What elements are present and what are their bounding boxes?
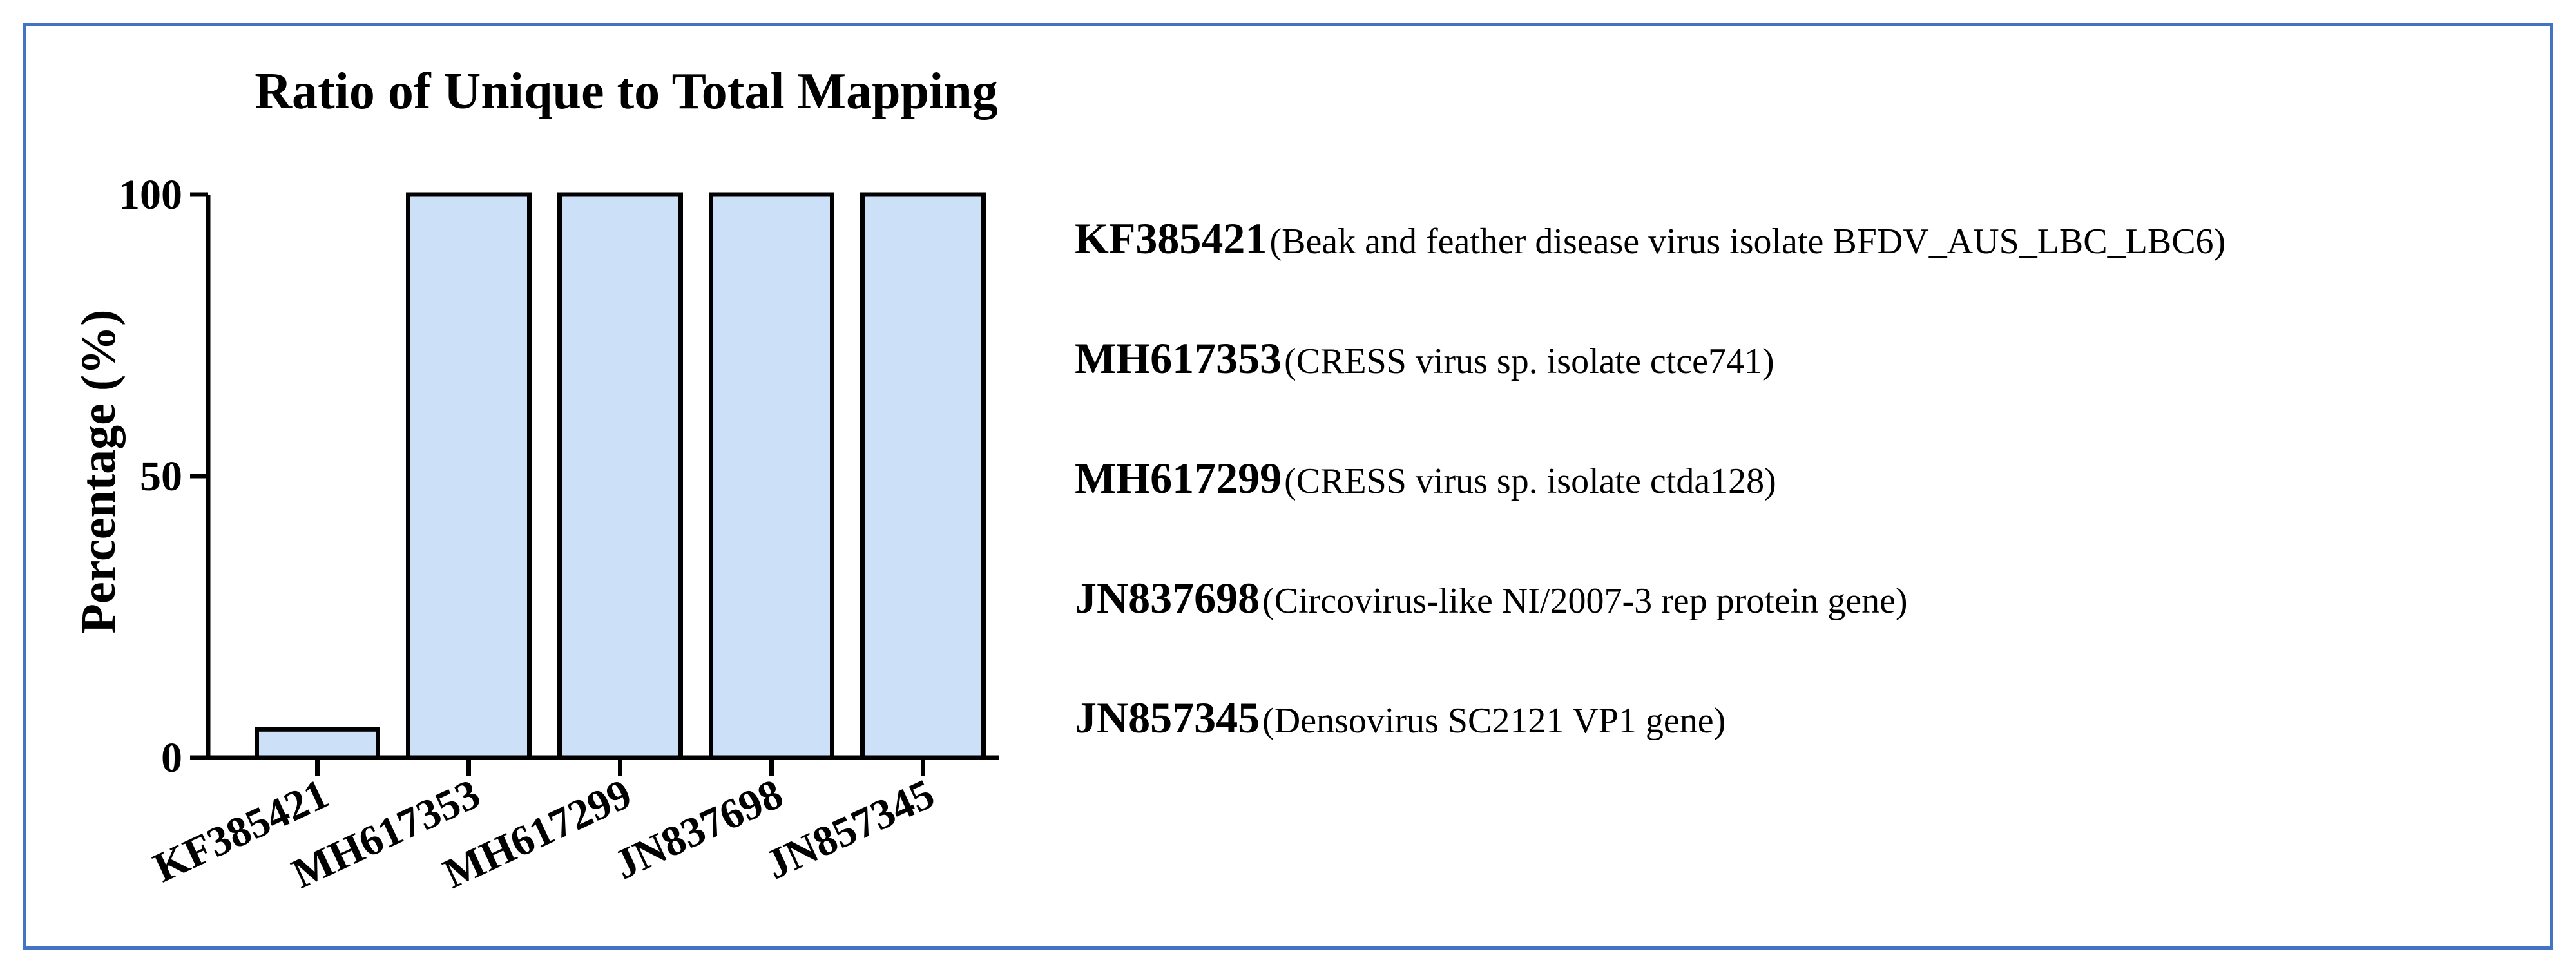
y-tick-label: 100 xyxy=(119,171,182,218)
legend-id: MH617353 xyxy=(1075,334,1282,383)
legend-item: JN857345 (Densovirus SC2121 VP1 gene) xyxy=(1075,666,2531,786)
legend-item: MH617299 (CRESS virus sp. isolate ctda12… xyxy=(1075,426,2531,546)
legend: KF385421 (Beak and feather disease virus… xyxy=(1075,187,2531,786)
legend-id: JN837698 xyxy=(1075,573,1260,622)
legend-id: KF385421 xyxy=(1075,214,1267,263)
bar xyxy=(557,192,683,760)
bar xyxy=(406,192,532,760)
x-tick-label: JN857345 xyxy=(758,770,941,888)
legend-description: (CRESS virus sp. isolate ctce741) xyxy=(1284,341,1774,381)
legend-item: MH617353 (CRESS virus sp. isolate ctce74… xyxy=(1075,307,2531,426)
bar xyxy=(255,727,380,760)
legend-id: MH617299 xyxy=(1075,454,1282,502)
bar xyxy=(860,192,986,760)
x-tick-label: JN837698 xyxy=(607,770,789,888)
legend-description: (Densovirus SC2121 VP1 gene) xyxy=(1262,701,1726,741)
legend-item: KF385421 (Beak and feather disease virus… xyxy=(1075,187,2531,307)
legend-description: (CRESS virus sp. isolate ctda128) xyxy=(1284,461,1776,501)
bar xyxy=(709,192,834,760)
y-tick-label: 50 xyxy=(140,453,182,500)
legend-description: (Circovirus-like NI/2007-3 rep protein g… xyxy=(1262,581,1908,621)
legend-id: JN857345 xyxy=(1075,693,1260,742)
y-tick-label: 0 xyxy=(161,734,182,781)
legend-description: (Beak and feather disease virus isolate … xyxy=(1269,222,2226,262)
chart-title: Ratio of Unique to Total Mapping xyxy=(255,63,998,120)
bars xyxy=(255,192,986,760)
legend-item: JN837698 (Circovirus-like NI/2007-3 rep … xyxy=(1075,546,2531,666)
y-axis-label: Percentage (%) xyxy=(72,310,126,634)
